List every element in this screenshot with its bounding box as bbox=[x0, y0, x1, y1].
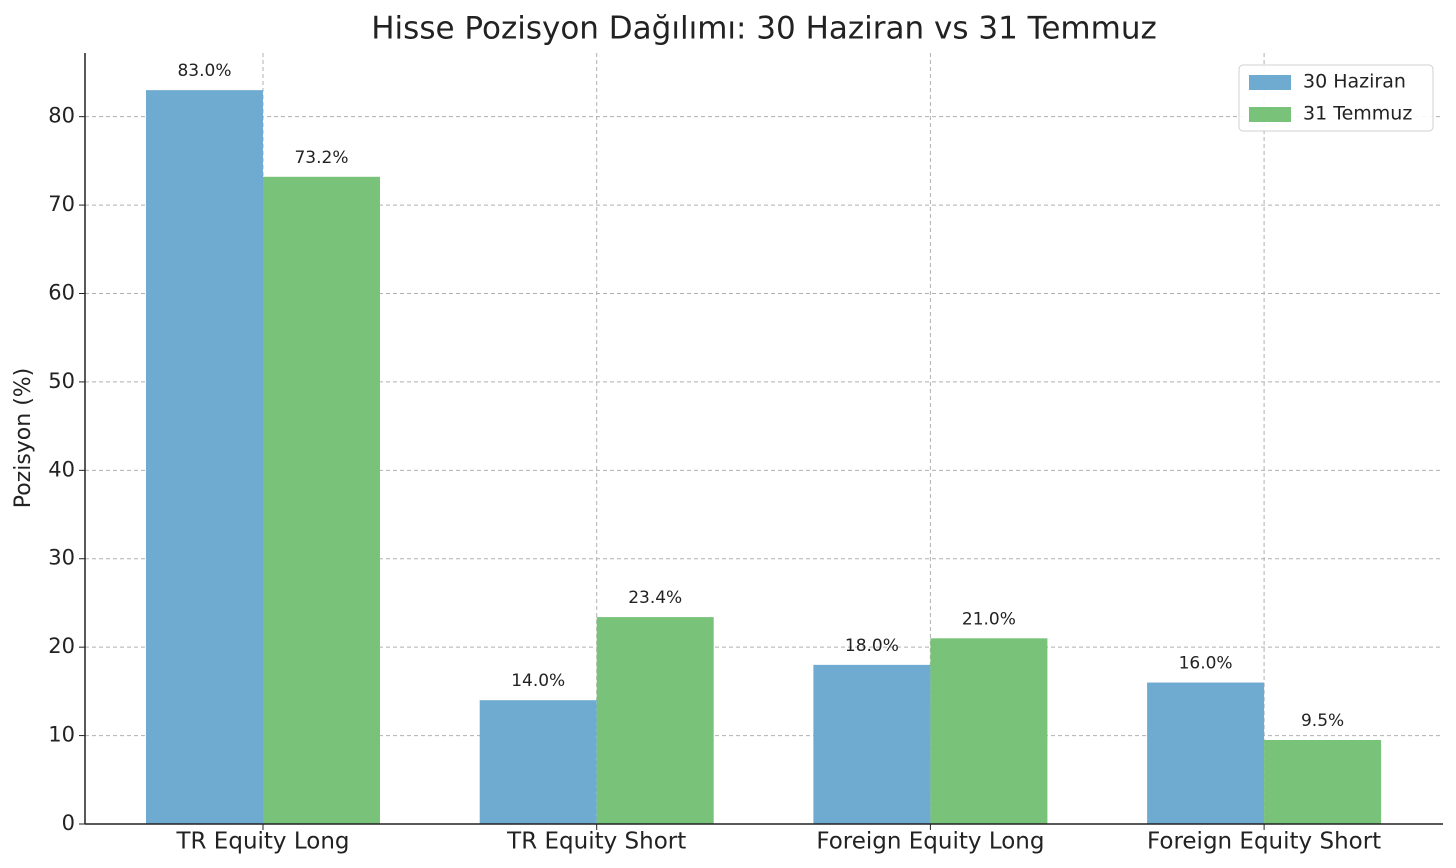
value-label: 16.0% bbox=[1179, 654, 1233, 674]
bar bbox=[813, 664, 931, 824]
y-tick-label: 30 bbox=[48, 546, 75, 570]
x-tick-label: TR Equity Short bbox=[506, 829, 686, 855]
legend-label: 31 Temmuz bbox=[1303, 103, 1412, 125]
y-axis-label: Pozisyon (%) bbox=[11, 368, 36, 509]
bar bbox=[930, 638, 1048, 824]
bar bbox=[479, 700, 597, 824]
bar bbox=[146, 90, 263, 825]
value-label: 73.2% bbox=[294, 148, 348, 168]
value-label: 21.0% bbox=[962, 609, 1016, 629]
y-tick-label: 50 bbox=[48, 369, 75, 393]
y-tick-label: 10 bbox=[48, 723, 75, 747]
y-tick-label: 60 bbox=[48, 280, 75, 304]
x-tick-label: Foreign Equity Short bbox=[1147, 829, 1381, 855]
bar bbox=[1264, 740, 1382, 824]
y-tick-label: 70 bbox=[48, 192, 75, 216]
value-label: 14.0% bbox=[511, 671, 565, 691]
bar bbox=[263, 176, 380, 824]
value-label: 9.5% bbox=[1301, 711, 1344, 731]
y-tick-label: 80 bbox=[48, 104, 75, 128]
y-tick-label: 40 bbox=[48, 457, 75, 481]
value-label: 23.4% bbox=[628, 588, 682, 608]
x-tick-label: Foreign Equity Long bbox=[816, 829, 1044, 855]
legend-label: 30 Haziran bbox=[1303, 71, 1406, 93]
legend-swatch bbox=[1249, 107, 1291, 122]
y-tick-label: 20 bbox=[48, 634, 75, 658]
y-tick-label: 0 bbox=[62, 811, 75, 835]
x-tick-label: TR Equity Long bbox=[175, 829, 349, 855]
legend-swatch bbox=[1249, 75, 1291, 90]
bar bbox=[1147, 682, 1265, 824]
chart-title: Hisse Pozisyon Dağılımı: 30 Haziran vs 3… bbox=[371, 11, 1157, 47]
value-label: 83.0% bbox=[177, 61, 231, 81]
bar bbox=[596, 617, 714, 824]
value-label: 18.0% bbox=[845, 636, 899, 656]
